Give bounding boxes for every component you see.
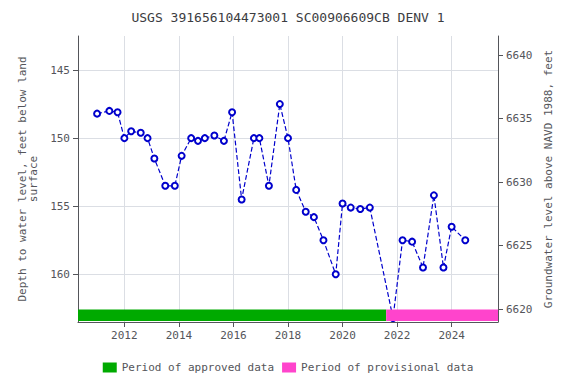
svg-text:2020: 2020 [329, 329, 356, 342]
svg-text:2024: 2024 [438, 329, 465, 342]
svg-text:Depth to water level, feet bel: Depth to water level, feet below land [16, 56, 30, 302]
svg-text:155: 155 [50, 200, 70, 213]
svg-text:2014: 2014 [166, 329, 193, 342]
svg-text:6625: 6625 [506, 239, 533, 252]
svg-text:surface: surface [27, 156, 40, 202]
svg-text:160: 160 [50, 268, 70, 281]
svg-text:6640: 6640 [506, 49, 533, 62]
svg-text:150: 150 [50, 132, 70, 145]
svg-text:2022: 2022 [384, 329, 411, 342]
svg-text:Period of provisional data: Period of provisional data [301, 361, 473, 374]
svg-text:145: 145 [50, 64, 70, 77]
svg-text:2018: 2018 [275, 329, 302, 342]
svg-text:Period of approved data: Period of approved data [122, 361, 274, 374]
svg-text:2012: 2012 [111, 329, 138, 342]
svg-text:USGS 391656104473001 SC0090660: USGS 391656104473001 SC00906609CB DENV 1 [131, 10, 444, 25]
svg-text:Groundwater level above NAVD 1: Groundwater level above NAVD 1988, feet [542, 50, 555, 308]
svg-text:6630: 6630 [506, 176, 533, 189]
svg-text:6620: 6620 [506, 303, 533, 316]
svg-text:2016: 2016 [220, 329, 247, 342]
svg-text:6635: 6635 [506, 112, 533, 125]
